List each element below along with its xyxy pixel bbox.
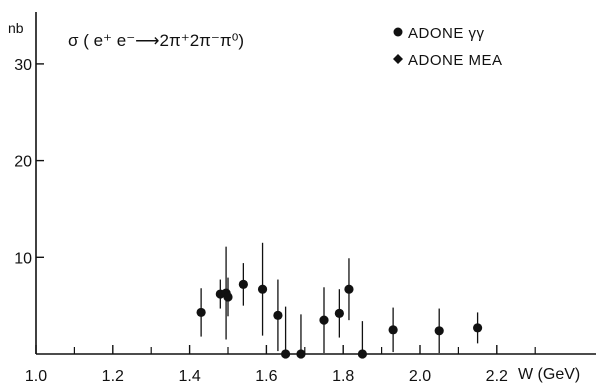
tick-labels: 1.0 1.2 1.4 1.6 1.8 2.0 2.2 10 20 30 [14, 57, 508, 385]
y-axis-unit-label: nb [8, 20, 24, 36]
legend: ADONE γγ ADONE MEA [393, 25, 503, 69]
legend-diamond-marker [393, 54, 403, 64]
y-tick-label: 20 [14, 154, 32, 171]
x-tick-label: 1.8 [332, 368, 354, 385]
x-tick-label: 1.0 [25, 368, 47, 385]
data-point-circle [281, 349, 291, 359]
data-point-circle [473, 323, 483, 333]
chart-title: σ ( e⁺ e⁻⟶2π⁺2π⁻π⁰) [68, 31, 244, 50]
data-point-circle [223, 292, 233, 302]
data-point-circle [334, 308, 344, 318]
data-point-circle [357, 349, 367, 359]
tick-marks [35, 63, 536, 354]
legend-circle-marker [393, 27, 403, 37]
data-point-circle [273, 310, 283, 320]
data-point-circle [344, 284, 354, 294]
data-point-circle [388, 325, 398, 335]
x-tick-label: 2.2 [486, 368, 508, 385]
legend-label-adone-mea: ADONE MEA [408, 52, 503, 69]
axes [35, 12, 596, 355]
x-tick-label: 1.2 [102, 368, 124, 385]
y-tick-label: 30 [14, 57, 32, 74]
legend-label-adone-gg: ADONE γγ [408, 25, 485, 42]
x-tick-label: 1.4 [178, 368, 200, 385]
x-tick-label: 2.0 [409, 368, 431, 385]
data-point-circle [434, 326, 444, 336]
data-point-circle [257, 284, 268, 294]
data-points [196, 242, 483, 359]
data-point-circle [238, 279, 248, 289]
y-tick-label: 10 [14, 250, 32, 267]
data-point-circle [296, 349, 306, 359]
data-point-circle [196, 307, 206, 318]
x-tick-label: 1.6 [255, 368, 277, 385]
x-axis-label: W (GeV) [518, 366, 580, 383]
data-point-circle [319, 315, 329, 325]
